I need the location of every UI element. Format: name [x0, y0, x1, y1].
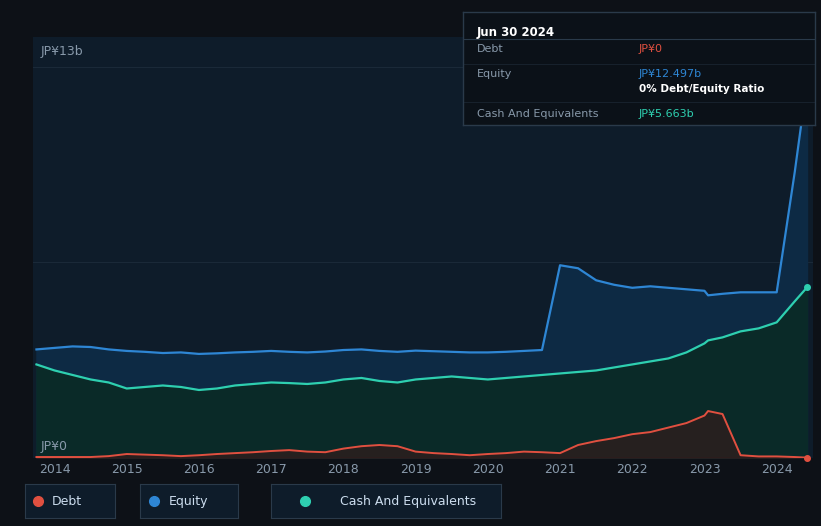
Text: Equity: Equity: [477, 69, 512, 79]
Text: 0% Debt/Equity Ratio: 0% Debt/Equity Ratio: [639, 84, 764, 94]
Text: JP¥13b: JP¥13b: [41, 45, 83, 58]
Text: JP¥12.497b: JP¥12.497b: [639, 69, 702, 79]
Text: JP¥0: JP¥0: [41, 440, 67, 453]
Text: Equity: Equity: [169, 494, 209, 508]
Text: Cash And Equivalents: Cash And Equivalents: [477, 109, 599, 119]
Text: Jun 30 2024: Jun 30 2024: [477, 26, 555, 38]
Text: Debt: Debt: [52, 494, 82, 508]
Text: Cash And Equivalents: Cash And Equivalents: [340, 494, 476, 508]
Text: JP¥0: JP¥0: [639, 44, 663, 54]
Text: Debt: Debt: [477, 44, 504, 54]
Text: JP¥5.663b: JP¥5.663b: [639, 109, 695, 119]
